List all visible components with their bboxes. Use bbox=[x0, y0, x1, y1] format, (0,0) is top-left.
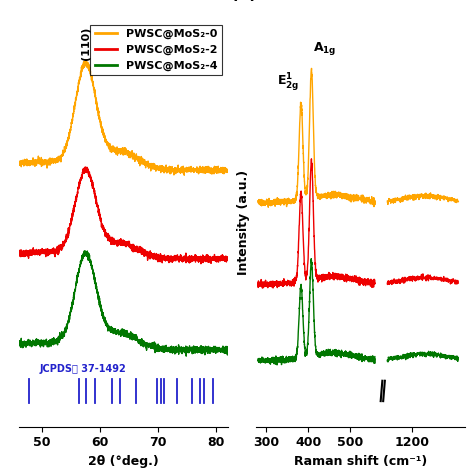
Text: $\mathbf{E^1_{2g}}$: $\mathbf{E^1_{2g}}$ bbox=[277, 71, 300, 93]
Legend: PWSC@MoS₂-0, PWSC@MoS₂-2, PWSC@MoS₂-4: PWSC@MoS₂-0, PWSC@MoS₂-2, PWSC@MoS₂-4 bbox=[91, 25, 222, 75]
Text: JCPDS： 37-1492: JCPDS： 37-1492 bbox=[39, 364, 126, 374]
Text: $\mathbf{A_{1g}}$: $\mathbf{A_{1g}}$ bbox=[313, 40, 337, 57]
Text: (b): (b) bbox=[231, 0, 258, 3]
Y-axis label: Intensity (a.u.): Intensity (a.u.) bbox=[237, 170, 250, 275]
X-axis label: Raman shift (cm⁻¹): Raman shift (cm⁻¹) bbox=[293, 455, 427, 468]
X-axis label: 2θ (°deg.): 2θ (°deg.) bbox=[88, 455, 159, 468]
Text: (110): (110) bbox=[81, 27, 91, 60]
